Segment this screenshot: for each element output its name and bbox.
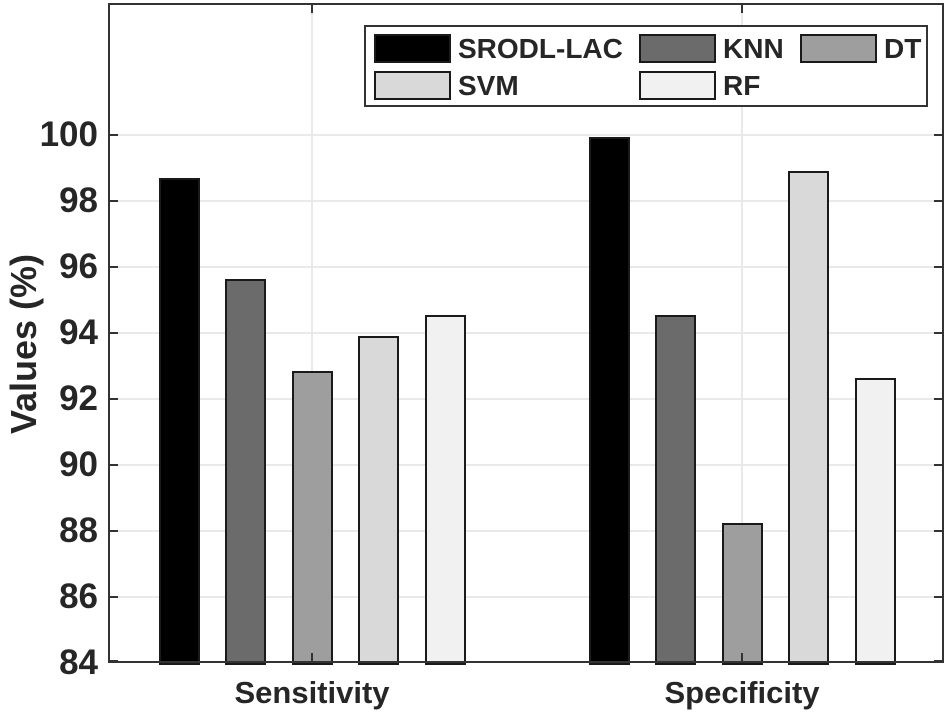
gridline-y-86 <box>108 596 944 598</box>
ytick-right-94 <box>934 332 944 334</box>
gridline-y-96 <box>108 266 944 268</box>
legend-label-rf: RF <box>723 70 761 101</box>
legend-label-svm: SVM <box>458 70 519 101</box>
ytick-right-98 <box>934 200 944 202</box>
xtick-bottom-specificity <box>741 653 743 663</box>
bar-srodl-lac-specificity <box>588 136 630 665</box>
bar-rf-specificity <box>854 377 896 665</box>
ytick-right-96 <box>934 266 944 268</box>
xtick-label-specificity: Specificity <box>664 675 820 710</box>
gridline-x-specificity <box>741 3 743 663</box>
gridline-y-88 <box>108 530 944 532</box>
bar-svm-specificity <box>788 171 829 665</box>
legend-label-knn: KNN <box>723 33 784 64</box>
ytick-label-90: 90 <box>59 445 98 484</box>
axis-bottom-border <box>108 661 944 663</box>
legend-label-dt: DT <box>884 33 922 64</box>
gridline-y-94 <box>108 332 944 334</box>
ytick-left-94 <box>108 332 118 334</box>
ytick-label-88: 88 <box>59 511 98 550</box>
plot-area <box>108 3 944 665</box>
legend-swatch-dt <box>800 34 877 63</box>
xtick-top-specificity <box>741 3 743 13</box>
ytick-label-84: 84 <box>59 643 98 682</box>
ytick-left-84 <box>108 660 118 662</box>
ytick-left-90 <box>108 464 118 466</box>
legend-swatch-rf <box>639 71 716 100</box>
ytick-label-92: 92 <box>59 379 98 418</box>
ytick-right-84 <box>934 660 944 662</box>
gridline-y-100 <box>108 134 944 136</box>
legend-swatch-svm <box>374 71 451 100</box>
ytick-right-90 <box>934 464 944 466</box>
ytick-label-96: 96 <box>59 247 98 286</box>
bar-knn-sensitivity <box>225 278 266 665</box>
legend: SRODL-LAC KNN DT SVM RF <box>364 25 928 107</box>
ytick-right-92 <box>934 398 944 400</box>
axis-top-border <box>108 3 944 5</box>
gridline-x-sensitivity <box>311 3 313 663</box>
ytick-left-92 <box>108 398 118 400</box>
ytick-left-88 <box>108 530 118 532</box>
ytick-label-94: 94 <box>59 313 98 352</box>
legend-label-srodl-lac: SRODL-LAC <box>458 33 623 64</box>
ytick-right-86 <box>934 596 944 598</box>
legend-swatch-srodl-lac <box>374 34 451 63</box>
bar-dt-specificity <box>721 522 763 665</box>
ytick-left-98 <box>108 200 118 202</box>
xtick-bottom-sensitivity <box>311 653 313 663</box>
bar-srodl-lac-sensitivity <box>158 177 200 665</box>
gridline-y-92 <box>108 398 944 400</box>
bar-knn-specificity <box>655 314 696 665</box>
xtick-label-sensitivity: Sensitivity <box>234 675 390 710</box>
ytick-label-98: 98 <box>59 181 98 220</box>
ytick-label-100: 100 <box>39 115 98 154</box>
ytick-left-86 <box>108 596 118 598</box>
xtick-top-sensitivity <box>311 3 313 13</box>
bar-dt-sensitivity <box>291 370 333 665</box>
ytick-left-100 <box>108 134 118 136</box>
bar-rf-sensitivity <box>424 314 466 665</box>
bar-svm-sensitivity <box>358 336 399 665</box>
gridline-y-90 <box>108 464 944 466</box>
ytick-right-88 <box>934 530 944 532</box>
ytick-label-86: 86 <box>59 577 98 616</box>
legend-swatch-knn <box>639 34 716 63</box>
ytick-right-100 <box>934 134 944 136</box>
ytick-left-96 <box>108 266 118 268</box>
gridline-y-98 <box>108 200 944 202</box>
